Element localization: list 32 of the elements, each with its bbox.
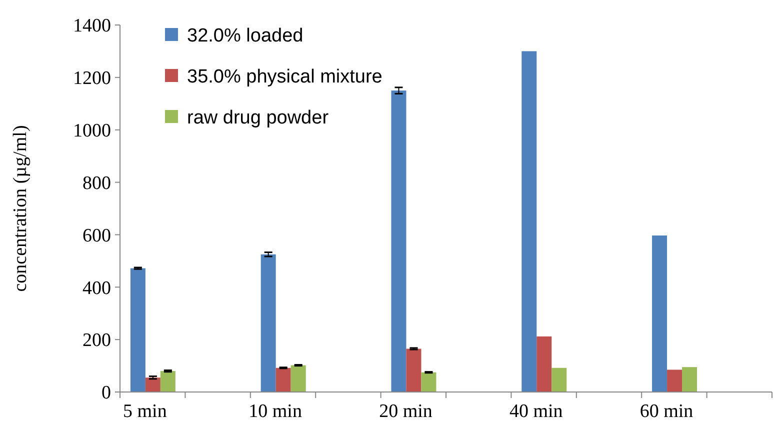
y-axis-title: concentration (µg/ml) [10,125,31,292]
bar [260,254,276,392]
x-tick-label: 10 min [248,401,302,422]
legend-label: 32.0% loaded [187,26,304,47]
bar [290,365,306,392]
bar [276,368,291,392]
y-tick-label: 1400 [73,16,111,37]
bar [421,372,436,392]
y-tick-label: 400 [82,278,111,299]
bar [682,367,698,392]
bar [406,348,422,392]
legend-label: raw drug powder [187,108,330,129]
bar [130,268,146,392]
bar [667,370,682,392]
bar [391,90,406,392]
y-tick-label: 600 [82,225,111,246]
y-tick-label: 1000 [73,120,111,142]
y-tick-label: 1200 [73,68,111,90]
bar [536,336,552,392]
y-tick-label: 800 [82,172,111,194]
y-tick-label: 0 [102,382,111,404]
bar [145,378,160,392]
bar [552,368,567,392]
legend-label: 35.0% physical mixture [187,66,382,88]
bar [652,236,668,392]
x-tick-label: 20 min [379,401,433,422]
x-tick-label: 40 min [509,401,564,422]
bar [160,371,176,392]
x-tick-label: 60 min [640,401,694,422]
bar [522,51,537,392]
y-tick-label: 200 [82,330,111,352]
x-tick-label: 5 min [123,401,168,422]
